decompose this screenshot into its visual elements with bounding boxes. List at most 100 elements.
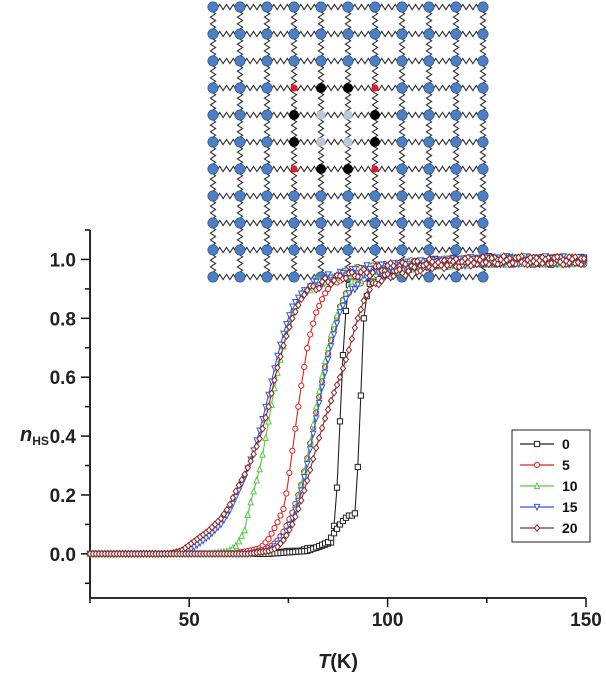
data-point-20 xyxy=(304,286,311,295)
data-point-20 xyxy=(304,476,311,485)
data-point-10 xyxy=(321,356,329,365)
y-tick-label: 1.0 xyxy=(50,250,76,271)
y-axis-label-main: n xyxy=(20,424,32,446)
lattice-node xyxy=(315,217,327,229)
data-point-20 xyxy=(241,470,248,479)
data-point-20 xyxy=(321,414,329,423)
data-point-20 xyxy=(330,276,338,285)
series-line-20-heating xyxy=(90,255,585,555)
data-point-15 xyxy=(312,278,320,286)
data-point-20 xyxy=(426,255,433,264)
data-point-5 xyxy=(289,447,296,454)
lattice-node xyxy=(477,28,489,40)
legend-marker-5 xyxy=(533,461,541,469)
data-point-15 xyxy=(345,290,353,298)
series-line-15-heating xyxy=(90,255,585,555)
data-point-20 xyxy=(390,272,397,281)
lattice-node xyxy=(369,1,381,13)
lattice-node xyxy=(450,82,462,94)
series-line-0-heating xyxy=(90,255,585,555)
legend-entries: 0 5 10 15 20 xyxy=(520,436,578,536)
data-point-20 xyxy=(271,376,278,385)
data-point-20 xyxy=(333,380,341,389)
data-point-20 xyxy=(321,274,329,283)
legend-marker-20 xyxy=(533,524,541,532)
data-point-20 xyxy=(292,307,299,316)
data-point-20 xyxy=(348,334,356,343)
data-point-20 xyxy=(553,252,561,261)
legend-label-20: 20 xyxy=(562,520,578,536)
data-point-15 xyxy=(280,330,287,338)
data-point-20 xyxy=(327,396,335,405)
data-point-20 xyxy=(342,355,350,364)
data-point-20 xyxy=(247,457,254,466)
data-point-5 xyxy=(292,425,299,432)
series-line-15-cooling xyxy=(90,255,585,555)
lattice-node xyxy=(315,55,327,67)
lattice-node xyxy=(261,82,273,94)
data-point-20 xyxy=(289,520,296,529)
data-point-5 xyxy=(274,519,281,526)
data-point-20 xyxy=(348,268,356,277)
data-point-20 xyxy=(500,252,507,261)
legend-marker-10 xyxy=(533,481,541,490)
y-tick-label: 0.4 xyxy=(50,427,77,448)
data-point-20 xyxy=(312,443,320,452)
lattice-node xyxy=(450,190,462,202)
data-point-20 xyxy=(309,454,317,463)
series-line-20-cooling xyxy=(90,255,585,555)
data-point-20 xyxy=(482,258,490,267)
data-point-5 xyxy=(301,363,308,370)
lattice-node xyxy=(288,28,300,40)
data-point-20 xyxy=(315,433,323,442)
data-point-20 xyxy=(330,388,338,397)
data-point-5 xyxy=(283,490,290,497)
data-point-15 xyxy=(303,460,311,469)
lattice-node-core xyxy=(343,164,353,174)
data-point-15 xyxy=(315,399,323,408)
data-point-10 xyxy=(315,386,323,395)
data-point-20 xyxy=(548,259,555,268)
data-point-20 xyxy=(360,296,368,305)
lattice-node xyxy=(207,109,219,121)
data-point-20 xyxy=(283,331,290,340)
data-point-20 xyxy=(384,269,391,278)
data-point-20 xyxy=(539,253,546,262)
series-20 xyxy=(86,252,588,558)
data-point-20 xyxy=(339,364,347,373)
data-point-20 xyxy=(220,510,228,519)
lattice-node xyxy=(315,244,327,256)
data-point-20 xyxy=(449,257,457,266)
data-point-20 xyxy=(342,274,350,283)
data-point-20 xyxy=(283,531,290,540)
lattice-node xyxy=(342,244,354,256)
data-point-20 xyxy=(491,258,498,267)
lattice-node xyxy=(207,163,219,175)
legend-label-10: 10 xyxy=(562,478,578,494)
data-point-15 xyxy=(330,331,338,339)
lattice-node xyxy=(477,82,489,94)
data-point-20 xyxy=(402,260,409,269)
x-axis-label-unit: (K) xyxy=(330,651,358,673)
data-point-20 xyxy=(250,450,257,459)
data-point-20 xyxy=(327,280,335,289)
lattice-node xyxy=(207,136,219,148)
data-point-20 xyxy=(238,475,246,484)
data-point-5 xyxy=(286,469,293,476)
lattice-node xyxy=(315,190,327,202)
lattice-node xyxy=(396,244,408,256)
data-point-15 xyxy=(351,286,359,294)
data-point-15 xyxy=(327,343,335,351)
data-point-5 xyxy=(265,536,272,543)
lattice-node-core xyxy=(289,110,299,120)
data-point-20 xyxy=(318,423,326,432)
data-point-10 xyxy=(235,537,243,545)
lattice-node xyxy=(261,271,273,283)
data-point-15 xyxy=(351,266,359,274)
lattice-node xyxy=(450,217,462,229)
data-point-20 xyxy=(443,261,451,270)
data-point-0 xyxy=(342,307,350,315)
series-layer xyxy=(86,252,588,559)
lattice-node-inner xyxy=(316,110,326,120)
legend-marker-15 xyxy=(533,503,541,512)
